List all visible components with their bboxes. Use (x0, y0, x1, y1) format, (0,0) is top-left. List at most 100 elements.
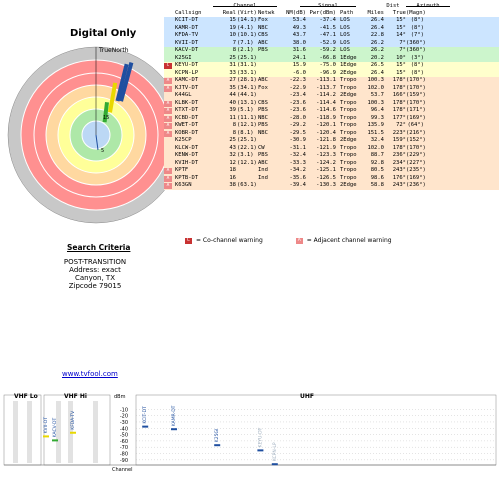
cell-path: Tropo (340, 77, 357, 83)
page-title: Digital Only (70, 28, 137, 39)
cell-true: 7° (399, 39, 406, 46)
radar-ring-label-15: 15 (103, 115, 109, 121)
cell-miles: 80.5 (370, 167, 384, 173)
cell-pwr: -52.9 (319, 39, 336, 46)
cell-flag (164, 137, 175, 145)
cell-callsign: K25GI (175, 54, 192, 61)
cell-nm: 43.7 (292, 32, 306, 38)
cell-virt: (13.1) (237, 99, 257, 106)
table-row: A K63GN 38 (63.1) -39.4 -130.3 2Edge 58.8 243° (2… (164, 182, 499, 190)
cell-real: 8 (232, 129, 236, 136)
cell-true: 178° (392, 99, 406, 106)
tvfool-link[interactable]: www.tvfool.com (62, 370, 118, 378)
adjacent-warning-icon: A (164, 183, 172, 189)
cell-flag (164, 25, 175, 33)
table-group-header: Channel Signal Dist Azimuth (164, 2, 499, 10)
cell-path: 2Edge (340, 69, 357, 76)
cell-flag (164, 40, 175, 48)
cell-path: 2Edge (340, 137, 357, 143)
cell-virt: (5.1) (237, 107, 254, 113)
radar-ring-label-5: 5 (101, 148, 104, 154)
cell-true: 166° (392, 92, 406, 98)
cell-miles: 135.9 (367, 122, 384, 128)
cell-true: 7° (399, 47, 406, 53)
cell-virt: (12.1) (237, 122, 257, 128)
cell-mag: (3°) (410, 54, 424, 61)
cell-flag: A (164, 77, 175, 85)
col-real: Real (222, 9, 236, 16)
cell-miles: 102.0 (367, 84, 384, 91)
table-row: KLCW-DT 43 (22.1) CW -31.1 -121.9 Tropo 102.0 17… (164, 144, 499, 152)
cell-network (258, 92, 278, 100)
cell-real: 43 (229, 144, 236, 151)
cell-pwr: -75.0 (319, 62, 336, 68)
adjacent-warning-icon: A (164, 100, 172, 107)
co-channel-label: = Co-channel warning (196, 237, 263, 244)
channel-stripe (56, 401, 61, 463)
station-mark (271, 463, 278, 466)
cell-true: 15° (396, 24, 406, 31)
cell-real: 25 (229, 137, 236, 143)
adjacent-warning-icon: A (164, 85, 172, 92)
cell-virt (236, 167, 258, 175)
cell-path: Tropo (340, 122, 357, 128)
cell-miles: 151.5 (367, 129, 384, 136)
cell-virt: (25.1) (237, 54, 257, 61)
station-mark (52, 439, 58, 442)
table-row: KAMR-DT 19 (4.1) NBC 49.3 -41.5 LOS 26.4 15° (8°) (164, 24, 499, 33)
cell-pwr: -114.6 (316, 107, 336, 113)
cell-mag: (169°) (406, 114, 426, 121)
cell-callsign: KOBR-DT (175, 129, 199, 136)
table-row: A KTXT-DT 39 (5.1) PBS -23.6 -114.6 Tropo 96.4 17… (164, 107, 499, 115)
cell-true: 236° (392, 152, 406, 158)
cell-flag: C (164, 62, 175, 70)
cell-callsign: KEYU-DT (175, 62, 199, 68)
cell-callsign: KPTB-DT (175, 174, 199, 181)
col-miles: Miles (367, 9, 384, 16)
cell-path: Tropo (340, 174, 357, 181)
cell-miles: 99.3 (370, 114, 384, 121)
cell-path: Tropo (340, 167, 357, 173)
panel-uhf (135, 394, 497, 466)
cell-mag: (8°) (410, 69, 424, 76)
col-virt: (Virt) (237, 9, 257, 16)
cell-callsign: KVIH-DT (175, 159, 199, 166)
cell-true: 178° (392, 84, 406, 91)
cell-flag (164, 47, 175, 55)
table-row: A KAMC-DT 27 (28.1) ABC -22.3 -113.1 Tropo 100.3… (164, 77, 499, 85)
cell-virt: (10.1) (237, 32, 257, 38)
cell-mag: (170°) (406, 84, 426, 91)
cell-real: 12 (229, 159, 236, 166)
cell-nm: -23.6 (289, 99, 306, 106)
cell-virt: (22.1) (237, 144, 257, 151)
cell-callsign: KFDA-TV (175, 32, 199, 38)
adjacent-warning-icon: A (164, 168, 172, 174)
cell-pwr: -66.8 (319, 54, 336, 61)
cell-nm: -32.4 (289, 152, 306, 158)
cell-flag (164, 32, 175, 40)
cell-path: Tropo (340, 144, 357, 151)
cell-real: 15 (229, 17, 236, 23)
panel-title-uhf: UHF (300, 393, 314, 400)
cell-mag: (159°) (406, 92, 426, 98)
cell-true: 177° (392, 114, 406, 121)
station-bar-kacv (102, 102, 110, 123)
cell-flag (164, 160, 175, 168)
station-mark (171, 428, 177, 431)
cell-miles: 26.4 (370, 69, 384, 76)
table-row: KFDA-TV 10 (10.1) CBS 43.7 -47.1 LOS 22.8 14° (7°… (164, 32, 499, 40)
cell-network: CW (258, 144, 265, 151)
cell-real: 8 (232, 122, 236, 128)
cell-mag: (8°) (410, 62, 424, 68)
cell-nm: -23.6 (289, 107, 306, 113)
col-network: Netwk (258, 9, 275, 16)
cell-pwr: -123.3 (316, 152, 336, 158)
y-tick-label: -70 (120, 445, 128, 451)
cell-real: 18 (229, 167, 236, 173)
cell-path: 1Edge (340, 54, 357, 61)
cell-mag: (8°) (410, 24, 424, 31)
cell-true: 15° (396, 62, 406, 68)
station-bar-kcit (119, 62, 134, 102)
cell-mag: (170°) (406, 144, 426, 151)
y-tick-label: -40 (120, 426, 128, 432)
